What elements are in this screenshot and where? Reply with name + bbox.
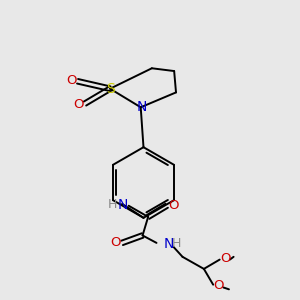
Text: N: N bbox=[164, 237, 174, 251]
Text: O: O bbox=[73, 98, 84, 111]
Text: O: O bbox=[110, 236, 121, 249]
Text: O: O bbox=[66, 74, 76, 87]
Text: H: H bbox=[172, 237, 182, 250]
Text: S: S bbox=[106, 82, 114, 96]
Text: N: N bbox=[118, 198, 128, 212]
Text: O: O bbox=[168, 199, 178, 212]
Text: O: O bbox=[220, 252, 230, 265]
Text: N: N bbox=[136, 100, 147, 114]
Text: H: H bbox=[108, 198, 118, 211]
Text: O: O bbox=[214, 279, 224, 292]
